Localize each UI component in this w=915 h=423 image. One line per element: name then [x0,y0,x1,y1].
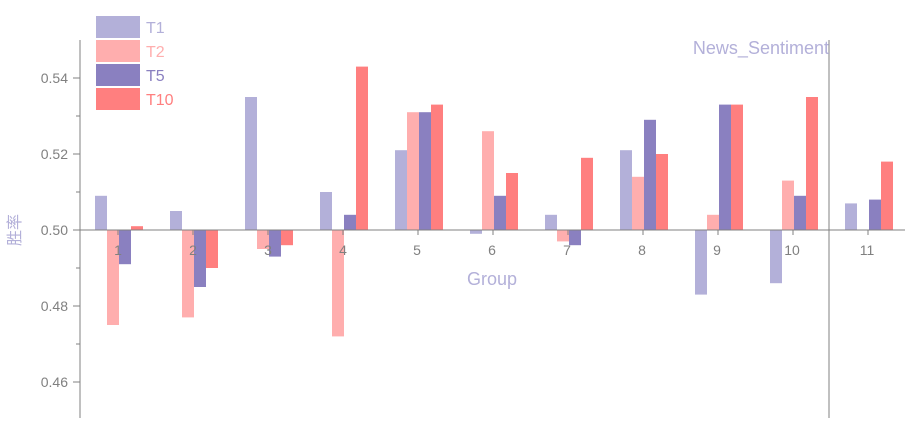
x-tick-label: 2 [189,242,197,258]
bar-t1-group-10 [770,230,782,284]
bar-t10-group-3 [281,230,293,246]
bar-t2-group-8 [632,176,644,230]
x-tick-label: 5 [413,242,421,258]
x-tick-label: 6 [488,242,496,258]
bar-t10-group-2 [206,230,218,268]
bar-t1-group-2 [170,211,182,230]
bar-t2-group-1 [107,230,119,325]
bar-t10-group-6 [506,173,518,230]
x-tick-label: 7 [563,242,571,258]
legend-label-t10: T10 [146,92,174,109]
bar-t1-group-1 [95,195,107,230]
bar-t2-group-3 [257,230,269,249]
bar-t5-group-6 [494,195,506,230]
y-ticks: 0.46 0.48 0.50 0.52 0.54 [41,70,80,390]
bar-t2-group-9 [707,214,719,230]
x-tick-label: 4 [339,242,347,258]
legend-label-t2: T2 [146,44,165,61]
bar-t5-group-11 [869,199,881,230]
legend: T1 T2 T5 T10 [96,16,174,110]
bar-t1-group-8 [620,150,632,230]
bar-t1-group-11 [845,203,857,230]
bar-t2-group-6 [482,131,494,230]
bar-t5-group-8 [644,119,656,230]
bar-t10-group-9 [731,104,743,230]
bar-t10-group-4 [356,66,368,230]
legend-swatch-t5 [96,64,140,86]
bar-t10-group-10 [806,97,818,230]
y-tick-label: 0.52 [41,146,68,162]
bar-t5-group-4 [344,214,356,230]
bar-t5-group-9 [719,104,731,230]
bar-t10-group-7 [581,157,593,230]
y-tick-label: 0.54 [41,70,68,86]
x-tick-label: 9 [713,242,721,258]
legend-label-t1: T1 [146,20,165,37]
bar-t5-group-10 [794,195,806,230]
bar-t2-group-2 [182,230,194,318]
bar-t10-group-8 [656,154,668,230]
bar-t1-group-7 [545,214,557,230]
bar-t1-group-3 [245,97,257,230]
x-tick-label: 10 [784,242,800,258]
bar-t10-group-11 [881,161,893,230]
x-tick-label: 3 [264,242,272,258]
legend-label-t5: T5 [146,68,165,85]
bar-t2-group-10 [782,180,794,230]
bar-t1-group-5 [395,150,407,230]
bar-t2-group-4 [332,230,344,337]
bar-t5-group-5 [419,112,431,230]
chart-title: News_Sentiment [693,38,829,59]
x-tick-label: 8 [638,242,646,258]
x-ticks: 1 2 3 4 5 6 7 8 9 10 11 [114,230,874,258]
bar-t10-group-5 [431,104,443,230]
bar-t2-group-7 [557,230,569,242]
bar-t1-group-6 [470,230,482,234]
bar-t5-group-3 [269,230,281,257]
y-axis-title: 胜率 [5,214,24,246]
bar-t5-group-2 [194,230,206,287]
legend-swatch-t10 [96,88,140,110]
bars-layer [95,66,893,337]
x-axis-title: Group [467,269,517,289]
x-tick-label: 1 [114,242,122,258]
bar-t1-group-4 [320,192,332,230]
y-tick-label: 0.50 [41,222,68,238]
legend-swatch-t1 [96,16,140,38]
bar-t2-group-5 [407,112,419,230]
y-tick-label: 0.48 [41,298,68,314]
legend-swatch-t2 [96,40,140,62]
bar-t10-group-1 [131,226,143,230]
x-tick-label: 11 [860,242,875,258]
y-tick-label: 0.46 [41,374,68,390]
bar-t1-group-9 [695,230,707,295]
bar-t5-group-1 [119,230,131,265]
bar-t5-group-7 [569,230,581,246]
